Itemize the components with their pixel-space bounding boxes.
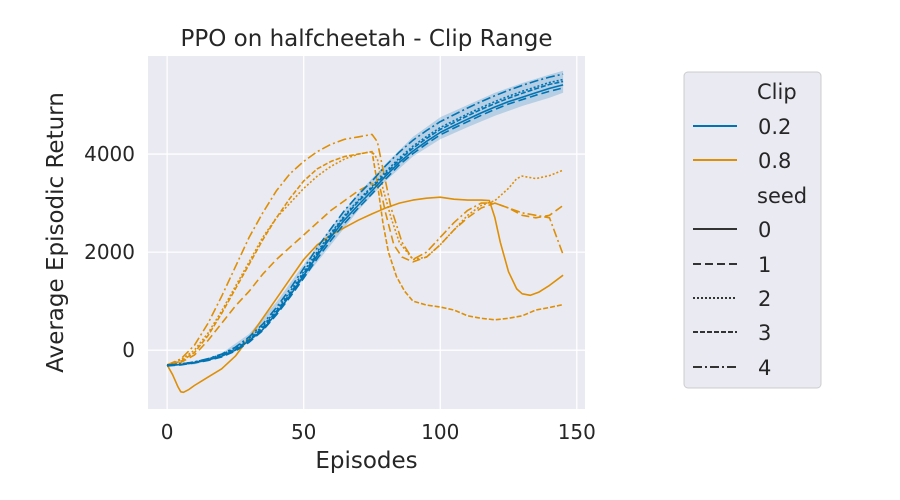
legend-entry-seed-4: 4 bbox=[758, 356, 771, 380]
x-axis-ticks: 0 50 100 150 bbox=[161, 420, 596, 444]
legend-entry-clip-0-2: 0.2 bbox=[758, 115, 791, 139]
x-tick-label: 50 bbox=[291, 420, 316, 444]
series-line-clip-0-2-seed-1 bbox=[167, 87, 564, 367]
series-line-clip-0-8-seed-0 bbox=[166, 196, 564, 394]
legend-entry-seed-2: 2 bbox=[758, 287, 771, 311]
y-axis-ticks: 0 2000 4000 bbox=[84, 142, 135, 362]
x-tick-label: 0 bbox=[161, 420, 174, 444]
legend-style-title: seed bbox=[757, 184, 807, 208]
legend-entry-seed-0: 0 bbox=[758, 218, 771, 242]
y-tick-label: 0 bbox=[122, 338, 135, 362]
legend-entry-seed-3: 3 bbox=[758, 321, 771, 345]
legend-entry-clip-0-8: 0.8 bbox=[758, 149, 791, 173]
series-line-clip-0-2-seed-4 bbox=[167, 73, 564, 366]
series-line-clip-0-2-seed-3 bbox=[167, 80, 564, 367]
plot-content bbox=[166, 70, 564, 394]
chart-title: PPO on halfcheetah - Clip Range bbox=[180, 26, 552, 52]
legend: Clip 0.2 0.8 seed 0 1 2 3 4 bbox=[683, 71, 822, 389]
x-axis-label: Episodes bbox=[315, 448, 417, 474]
y-tick-label: 2000 bbox=[84, 240, 135, 264]
series-line-clip-0-8-seed-3 bbox=[166, 150, 564, 366]
x-tick-label: 150 bbox=[558, 420, 596, 444]
grid-lines bbox=[148, 56, 585, 409]
x-tick-label: 100 bbox=[421, 420, 459, 444]
series-band-clip-0-2 bbox=[167, 70, 564, 367]
series-line-clip-0-2-seed-0 bbox=[167, 84, 564, 367]
legend-box bbox=[683, 71, 822, 389]
legend-hue-title: Clip bbox=[757, 80, 797, 104]
y-axis-label: Average Episodic Return bbox=[43, 92, 69, 373]
y-tick-label: 4000 bbox=[84, 142, 135, 166]
legend-entry-seed-1: 1 bbox=[758, 253, 771, 277]
series-line-clip-0-2-seed-2 bbox=[167, 78, 564, 366]
series-line-clip-0-8-seed-4 bbox=[166, 133, 564, 366]
series-line-clip-0-8-seed-2 bbox=[166, 150, 564, 366]
